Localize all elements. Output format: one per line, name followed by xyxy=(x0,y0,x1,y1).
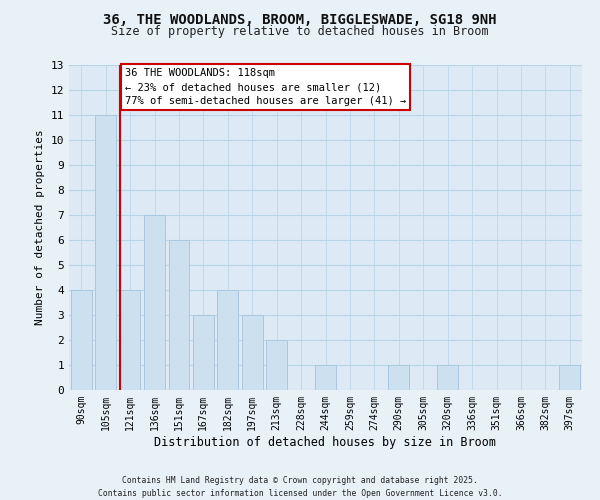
Text: Size of property relative to detached houses in Broom: Size of property relative to detached ho… xyxy=(111,25,489,38)
Bar xyxy=(119,290,140,390)
Bar xyxy=(169,240,190,390)
Bar xyxy=(266,340,287,390)
Text: 36, THE WOODLANDS, BROOM, BIGGLESWADE, SG18 9NH: 36, THE WOODLANDS, BROOM, BIGGLESWADE, S… xyxy=(103,12,497,26)
Bar xyxy=(559,365,580,390)
Bar xyxy=(193,315,214,390)
Bar xyxy=(95,115,116,390)
Bar xyxy=(437,365,458,390)
X-axis label: Distribution of detached houses by size in Broom: Distribution of detached houses by size … xyxy=(155,436,497,448)
Y-axis label: Number of detached properties: Number of detached properties xyxy=(35,130,45,326)
Bar xyxy=(242,315,263,390)
Bar xyxy=(315,365,336,390)
Bar xyxy=(388,365,409,390)
Bar xyxy=(144,215,165,390)
Bar xyxy=(217,290,238,390)
Text: Contains HM Land Registry data © Crown copyright and database right 2025.
Contai: Contains HM Land Registry data © Crown c… xyxy=(98,476,502,498)
Bar xyxy=(71,290,92,390)
Text: 36 THE WOODLANDS: 118sqm
← 23% of detached houses are smaller (12)
77% of semi-d: 36 THE WOODLANDS: 118sqm ← 23% of detach… xyxy=(125,68,406,106)
